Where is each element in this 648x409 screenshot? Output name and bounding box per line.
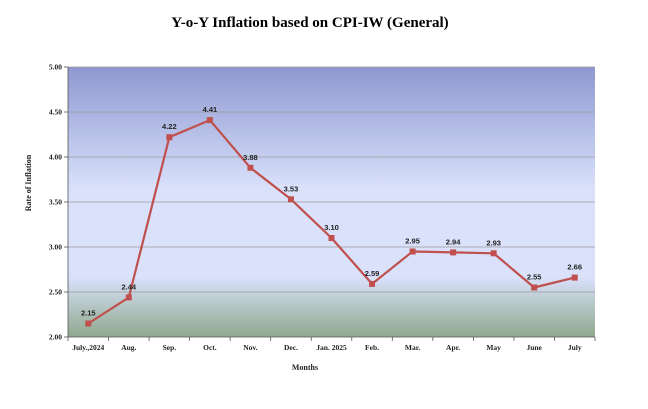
axes: 2.00 2.50 3.00 3.50 4.00 4.50 5.00 July.,2024 Au… [49,63,596,352]
x-tick-label: July.,2024 [72,343,104,352]
data-point [206,117,213,124]
data-point [166,134,173,141]
data-point [125,294,132,301]
x-tick-label: Dec. [284,343,298,352]
data-label: 3.88 [243,153,258,162]
data-label: 2.15 [81,309,96,318]
data-point [531,284,538,291]
x-tick-label: July [568,343,582,352]
x-tick-label: Jan. 2025 [316,343,347,352]
y-tick-label: 2.00 [49,333,62,342]
x-tick-label: May [486,343,501,352]
data-label: 2.95 [405,237,420,246]
x-tick-label: Mar. [405,343,420,352]
data-point [490,250,497,257]
data-label: 3.53 [284,184,299,193]
y-axis-title: Rate of Inflation [24,154,33,211]
data-label: 2.94 [446,237,461,246]
x-tick-label: Sep. [163,343,177,352]
x-tick-label: June [526,343,542,352]
x-tick-label: Nov. [243,343,258,352]
data-label: 2.44 [122,282,137,291]
x-tick-label: Feb. [365,343,379,352]
data-point [571,274,578,281]
x-tick-label: Apr. [446,343,460,352]
x-axis-title: Months [292,363,318,372]
data-point [450,249,457,256]
data-label: 2.93 [486,238,501,247]
y-tick-label: 4.00 [49,153,62,162]
data-label: 3.10 [324,223,339,232]
data-point [328,235,335,241]
y-tick-label: 3.00 [49,243,62,252]
data-point [287,196,294,203]
data-label: 2.55 [527,273,542,282]
data-label: 2.66 [567,263,582,272]
data-point [369,280,376,287]
y-tick-label: 5.00 [49,63,62,72]
y-tick-label: 4.50 [49,108,62,117]
y-tick-label: 3.50 [49,198,62,207]
data-point [85,320,92,327]
gridlines [68,66,595,293]
data-label: 4.41 [203,105,218,114]
data-point [409,248,416,255]
y-tick-label: 2.50 [49,288,62,297]
data-label: 2.59 [365,269,380,278]
data-label: 4.22 [162,122,177,131]
x-tick-label: Aug. [121,343,136,352]
x-tick-label: Oct. [203,343,217,352]
chart-title: Y-o-Y Inflation based on CPI-IW (General… [171,15,448,31]
series-inflation: 2.15 2.44 4.22 4.41 3.88 3.53 3.10 2.59 2.95 2.94… [81,105,582,327]
data-point [247,164,254,171]
